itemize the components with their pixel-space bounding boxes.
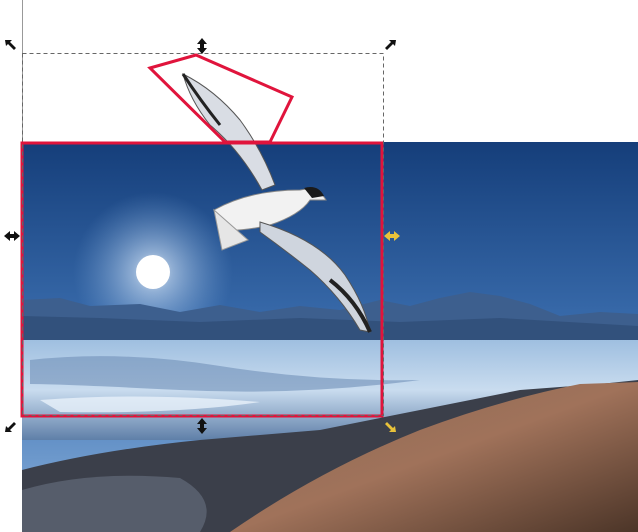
landscape-image[interactable] xyxy=(22,142,638,532)
scale-handle-left[interactable] xyxy=(4,231,20,241)
scale-handle-bl[interactable] xyxy=(5,422,16,432)
page: (() => { const data = JSON.parse(documen… xyxy=(0,0,638,532)
scale-handle-tr[interactable] xyxy=(385,40,396,50)
canvas xyxy=(0,0,638,532)
scale-handle-tl[interactable] xyxy=(5,40,16,50)
scale-handle-top[interactable] xyxy=(197,38,207,54)
